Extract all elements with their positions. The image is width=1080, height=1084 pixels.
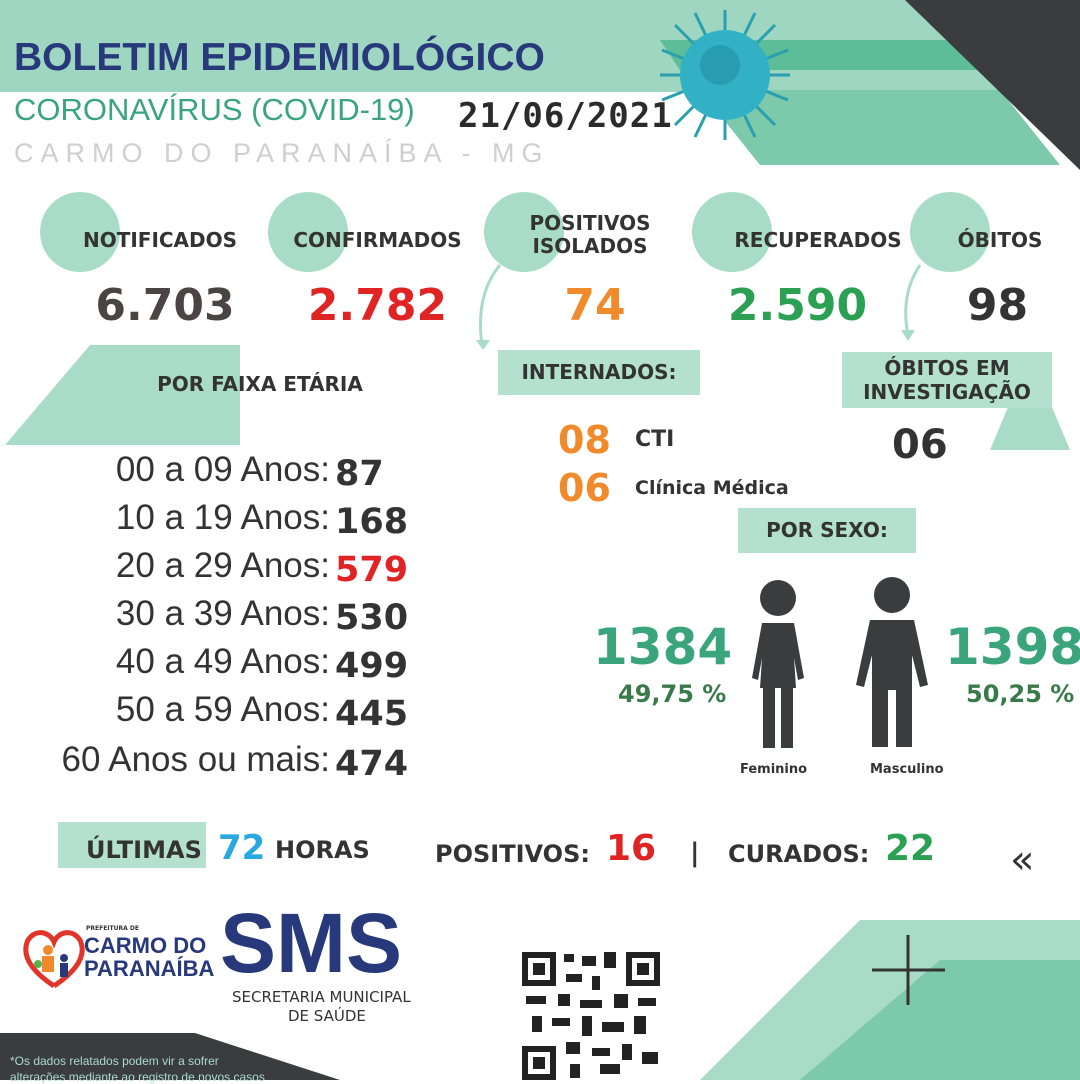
cti-label: CTI bbox=[635, 427, 675, 452]
page-title: BOLETIM EPIDEMIOLÓGICO bbox=[14, 36, 545, 79]
curados-value: 22 bbox=[885, 828, 936, 869]
qr-code[interactable] bbox=[522, 952, 662, 1080]
age-label: 40 a 49 Anos: bbox=[115, 642, 330, 681]
age-label: 20 a 29 Anos: bbox=[115, 546, 330, 585]
stat-label-notificados: NOTIFICADOS bbox=[82, 228, 238, 252]
sms-subtitle-1: SECRETARIA MUNICIPAL bbox=[232, 988, 411, 1006]
age-value: 579 bbox=[335, 550, 409, 590]
pref-small: PREFEITURA DE bbox=[86, 925, 139, 932]
age-label: 00 a 09 Anos: bbox=[115, 450, 330, 489]
ultimas-hours: 72 bbox=[218, 828, 266, 868]
cti-value: 08 bbox=[558, 418, 611, 462]
age-value: 87 bbox=[335, 454, 384, 494]
ultimas-prefix: ÚLTIMAS bbox=[86, 836, 202, 864]
subtitle: CORONAVÍRUS (COVID-19) bbox=[14, 92, 415, 127]
age-value: 168 bbox=[335, 502, 409, 542]
ultimas-box bbox=[58, 822, 206, 868]
circle-deco bbox=[692, 192, 772, 272]
stat-label-recuperados: RECUPERADOS bbox=[734, 228, 902, 252]
age-label: 30 a 39 Anos: bbox=[115, 594, 330, 633]
positivos-label: POSITIVOS: bbox=[435, 840, 590, 868]
male-label: Masculino bbox=[870, 762, 944, 777]
male-count: 1398 bbox=[945, 618, 1080, 676]
male-pct: 50,25 % bbox=[966, 680, 1075, 708]
age-value: 445 bbox=[335, 694, 409, 734]
pref-name-1: CARMO DO bbox=[84, 933, 207, 958]
female-person-icon bbox=[752, 580, 804, 748]
age-value: 499 bbox=[335, 646, 409, 686]
stat-value-obitos: 98 bbox=[966, 280, 1029, 331]
bulletin-date: 21/06/2021 bbox=[458, 96, 673, 136]
age-section-title: POR FAIXA ETÁRIA bbox=[157, 372, 363, 396]
stat-value-recuperados: 2.590 bbox=[727, 280, 868, 331]
disclaimer-1: *Os dados relatados podem vir a sofrer bbox=[10, 1054, 219, 1068]
location: CARMO DO PARANAÍBA - MG bbox=[14, 138, 550, 168]
double-chevron-left-icon: « bbox=[1010, 837, 1035, 883]
male-person-icon bbox=[856, 577, 928, 747]
stat-value-notificados: 6.703 bbox=[95, 280, 235, 331]
age-label: 50 a 59 Anos: bbox=[115, 690, 330, 729]
virus-icon bbox=[660, 10, 790, 140]
age-label: 60 Anos ou mais: bbox=[61, 740, 331, 779]
stat-value-positivos-isolados: 74 bbox=[564, 280, 626, 331]
age-header-shape bbox=[5, 345, 490, 445]
female-count: 1384 bbox=[593, 618, 733, 676]
stat-label-obitos: ÓBITOS bbox=[957, 228, 1043, 252]
footer-decoration bbox=[0, 920, 1080, 1080]
separator: | bbox=[690, 838, 700, 868]
circle-deco bbox=[910, 192, 990, 272]
positivos-value: 16 bbox=[606, 828, 657, 869]
circle-deco bbox=[40, 192, 120, 272]
clinica-label: Clínica Médica bbox=[635, 477, 789, 499]
prefeitura-logo bbox=[23, 930, 85, 988]
age-label: 10 a 19 Anos: bbox=[115, 498, 330, 537]
sms-subtitle-2: DE SAÚDE bbox=[288, 1007, 366, 1025]
pref-name-2: PARANAÍBA bbox=[84, 956, 215, 981]
internados-title: INTERNADOS: bbox=[498, 350, 700, 395]
stat-value-confirmados: 2.782 bbox=[307, 280, 448, 331]
circle-deco bbox=[484, 192, 564, 272]
age-value: 530 bbox=[335, 598, 409, 638]
female-label: Feminino bbox=[740, 762, 808, 777]
obitos-investigacao-title: ÓBITOS EM INVESTIGAÇÃO bbox=[842, 352, 1052, 408]
stat-label-confirmados: CONFIRMADOS bbox=[293, 228, 462, 252]
clinica-value: 06 bbox=[558, 466, 611, 510]
disclaimer-2: alterações mediante ao registro de novos… bbox=[10, 1070, 265, 1084]
obitos-investigacao-value: 06 bbox=[892, 422, 948, 468]
sms-logo: SMS bbox=[220, 896, 403, 990]
circle-deco bbox=[268, 192, 348, 272]
female-pct: 49,75 % bbox=[618, 680, 727, 708]
curados-label: CURADOS: bbox=[728, 840, 870, 868]
ultimas-suffix: HORAS bbox=[275, 836, 370, 864]
stat-label-positivos-isolados: POSITIVOS ISOLADOS bbox=[529, 211, 651, 258]
sexo-title: POR SEXO: bbox=[738, 508, 916, 553]
age-value: 474 bbox=[335, 744, 409, 784]
